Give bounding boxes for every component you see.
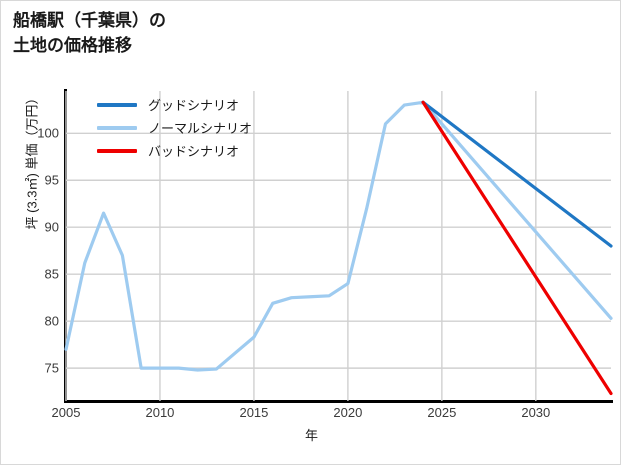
legend-swatch-icon (97, 102, 137, 107)
chart-legend: グッドシナリオ ノーマルシナリオ バッドシナリオ (97, 97, 253, 159)
y-tick-label: 75 (44, 360, 59, 376)
x-tick-label: 2015 (239, 405, 269, 420)
x-tick-label: 2025 (427, 405, 457, 420)
y-tick-label: 100 (37, 125, 59, 141)
y-axis-tick-labels: 75 80 85 90 95 100 (1, 1, 59, 464)
legend-item: グッドシナリオ (97, 97, 252, 113)
chart-title-line-0: 船橋駅（千葉県）の (13, 11, 166, 30)
legend-swatch-icon (97, 125, 137, 130)
y-axis-label: 坪 (3.3㎡) 単価（万円） (24, 91, 40, 230)
series-line-ノーマルシナリオ (64, 100, 613, 372)
chart-title-line-1: 土地の価格推移 (13, 35, 132, 55)
legend-item: ノーマルシナリオ (97, 120, 253, 136)
plot-svg (64, 91, 613, 401)
plot-area (64, 91, 613, 401)
chart-title: 船橋駅（千葉県）の 土地の価格推移 (13, 9, 166, 58)
legend-item-label: バッドシナリオ (148, 144, 240, 159)
y-tick-label: 80 (44, 313, 59, 329)
legend-swatch-icon (97, 148, 137, 153)
x-axis-spine (64, 400, 613, 403)
y-tick-label: 85 (44, 266, 59, 282)
y-tick-label: 90 (44, 219, 59, 235)
y-tick-label: 95 (44, 172, 59, 188)
x-tick-label: 2020 (333, 405, 363, 420)
x-axis-label: 年 (304, 428, 318, 443)
x-tick-label: 2010 (145, 405, 175, 420)
legend-item-label: ノーマルシナリオ (148, 121, 253, 136)
x-tick-label: 2030 (521, 405, 551, 420)
legend-item: バッドシナリオ (97, 143, 252, 159)
x-tick-label: 2005 (51, 405, 81, 420)
series-line-バッドシナリオ (421, 100, 613, 396)
legend-item-label: グッドシナリオ (148, 98, 240, 113)
series-line-グッドシナリオ (421, 100, 613, 248)
